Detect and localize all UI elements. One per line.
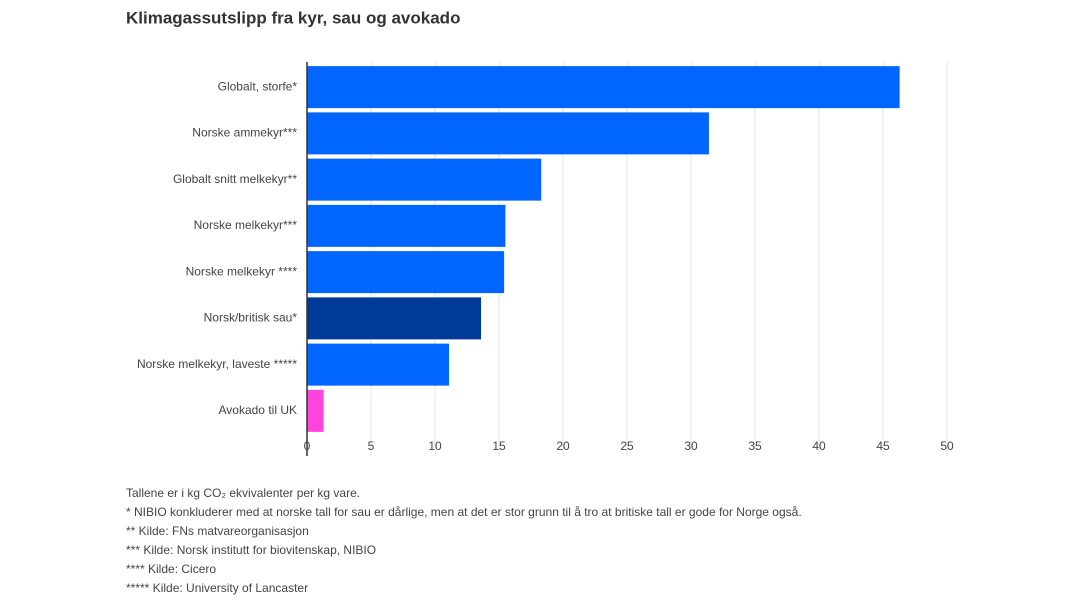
- footnote: ** Kilde: FNs matvareorganisasjon: [126, 524, 309, 538]
- x-tick-label: 35: [748, 439, 762, 453]
- y-tick-label: Norske melkekyr ****: [186, 264, 298, 278]
- y-tick-label: Norsk/britisk sau*: [204, 311, 298, 325]
- bar: [307, 112, 709, 155]
- footnote: * NIBIO konkluderer med at norske tall f…: [126, 505, 802, 519]
- bar: [307, 389, 324, 432]
- footnote: **** Kilde: Cicero: [126, 562, 216, 576]
- y-tick-label: Norske ammekyr***: [192, 126, 297, 140]
- footnote: ***** Kilde: University of Lancaster: [126, 581, 308, 595]
- y-tick-label: Globalt snitt melkekyr**: [173, 172, 297, 186]
- x-tick-label: 5: [368, 439, 375, 453]
- y-tick-label: Norske melkekyr***: [194, 218, 298, 232]
- x-tick-label: 45: [876, 439, 890, 453]
- footnote: Tallene er i kg CO₂ ekvivalenter per kg …: [126, 486, 360, 500]
- bar: [307, 66, 900, 109]
- x-tick-label: 30: [684, 439, 698, 453]
- bar: [307, 204, 506, 247]
- x-tick-label: 40: [812, 439, 826, 453]
- bar: [307, 297, 482, 340]
- bar: [307, 343, 450, 386]
- bar: [307, 158, 542, 201]
- x-tick-label: 25: [620, 439, 634, 453]
- chart-title: Klimagassutslipp fra kyr, sau og avokado: [126, 8, 460, 27]
- y-tick-label: Norske melkekyr, laveste *****: [137, 357, 297, 371]
- y-tick-label: Globalt, storfe*: [218, 79, 298, 93]
- x-tick-label: 10: [428, 439, 442, 453]
- x-tick-label: 50: [940, 439, 954, 453]
- x-tick-label: 15: [492, 439, 506, 453]
- x-tick-label: 20: [556, 439, 570, 453]
- y-tick-label: Avokado til UK: [219, 403, 298, 417]
- footnote: *** Kilde: Norsk institutt for biovitens…: [126, 543, 376, 557]
- bar: [307, 251, 505, 294]
